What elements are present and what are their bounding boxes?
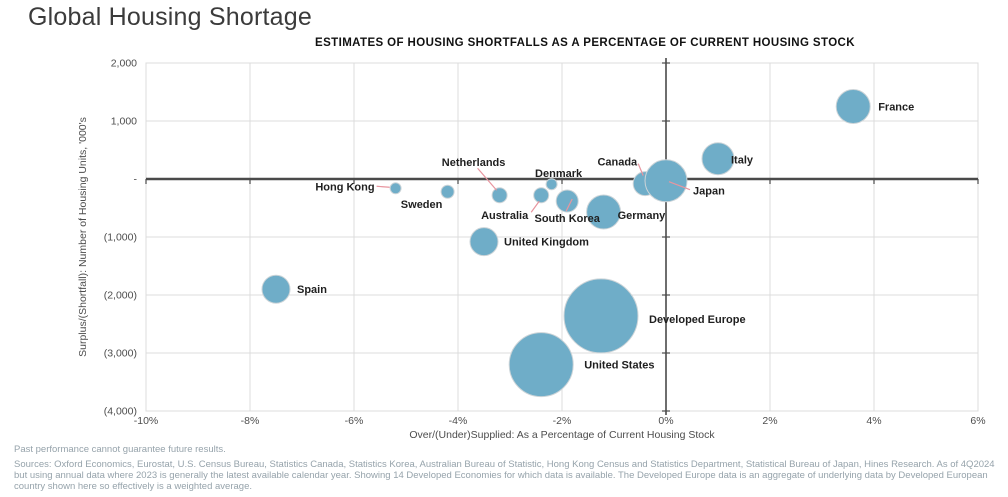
country-labels: Developed Europe United States Spain United… bbox=[297, 102, 914, 372]
bubble-france bbox=[835, 89, 871, 124]
x-tick-label: -6% bbox=[345, 415, 364, 427]
bubble-series bbox=[261, 89, 871, 398]
y-tick-label: (4,000) bbox=[104, 406, 137, 418]
leader-australia bbox=[530, 200, 540, 213]
country-label-united-states: United States bbox=[584, 360, 654, 372]
footnote-sources: Sources: Oxford Economics, Eurostat, U.S… bbox=[14, 459, 995, 492]
x-tick-label: -8% bbox=[241, 415, 260, 427]
country-label-hong-kong: Hong Kong bbox=[315, 181, 374, 193]
page-title: Global Housing Shortage bbox=[28, 3, 312, 31]
x-tick-label: 6% bbox=[970, 415, 985, 427]
bubble-denmark bbox=[545, 178, 558, 191]
bubble-spain bbox=[261, 274, 291, 304]
x-axis-title: Over/(Under)Supplied: As a Percentage of… bbox=[409, 429, 715, 441]
leader-canada bbox=[637, 163, 644, 176]
country-label-france: France bbox=[878, 102, 914, 114]
country-label-developed-europe: Developed Europe bbox=[649, 314, 746, 326]
x-tick-label: 4% bbox=[866, 415, 881, 427]
zero-axes bbox=[145, 58, 979, 415]
x-tick-labels: -10% -8% -6% -4% -2% 0% 2% 4% 6% bbox=[134, 415, 986, 427]
bubble-hong-kong bbox=[389, 182, 402, 195]
gridlines bbox=[145, 62, 979, 412]
y-axis-title: Surplus/(Shortfall): Number of Housing U… bbox=[77, 117, 89, 357]
country-label-denmark: Denmark bbox=[535, 168, 583, 180]
x-tick-label: 0% bbox=[658, 415, 673, 427]
footnote-disclaimer: Past performance cannot guarantee future… bbox=[14, 444, 226, 455]
bubble-sweden bbox=[440, 184, 455, 199]
leader-lines bbox=[376, 163, 691, 213]
bubble-australia bbox=[533, 187, 550, 204]
country-label-south-korea: South Korea bbox=[534, 213, 600, 225]
bubble-germany bbox=[586, 194, 622, 230]
chart-subtitle: ESTIMATES OF HOUSING SHORTFALLS AS A PER… bbox=[315, 37, 855, 49]
bubble-south-korea bbox=[555, 189, 579, 213]
country-label-australia: Australia bbox=[481, 210, 529, 222]
x-tick-label: 2% bbox=[762, 415, 777, 427]
country-label-netherlands: Netherlands bbox=[442, 157, 506, 169]
bubble-netherlands bbox=[491, 187, 508, 204]
leader-hong-kong bbox=[376, 185, 390, 188]
y-tick-labels: 2,000 1,000 - (1,000) (2,000) (3,000) (4,000) bbox=[104, 58, 138, 418]
y-tick-label: 1,000 bbox=[111, 116, 137, 128]
leader-netherlands bbox=[477, 167, 498, 191]
y-tick-label: (1,000) bbox=[104, 232, 137, 244]
leader-south-korea bbox=[565, 198, 573, 212]
x-tick-label: -4% bbox=[449, 415, 468, 427]
country-label-germany: Germany bbox=[618, 210, 667, 222]
x-tick-label: -10% bbox=[134, 415, 159, 427]
plot-border bbox=[145, 62, 979, 412]
y-tick-label: 2,000 bbox=[111, 58, 137, 70]
y-tick-label: (2,000) bbox=[104, 290, 137, 302]
country-label-united-kingdom: United Kingdom bbox=[504, 237, 589, 249]
bubble-united-kingdom bbox=[469, 227, 499, 257]
country-label-canada: Canada bbox=[597, 157, 638, 169]
country-label-spain: Spain bbox=[297, 284, 327, 296]
bubble-japan bbox=[644, 159, 688, 203]
bubble-developed-europe bbox=[563, 278, 639, 354]
y-tick-label: (3,000) bbox=[104, 348, 137, 360]
country-label-sweden: Sweden bbox=[401, 199, 443, 211]
bubble-united-states bbox=[508, 332, 574, 398]
y-tick-label: - bbox=[134, 174, 138, 186]
country-label-japan: Japan bbox=[693, 186, 725, 198]
country-label-italy: Italy bbox=[731, 155, 754, 167]
leader-japan bbox=[668, 181, 691, 191]
bubble-italy bbox=[701, 142, 735, 176]
x-tick-label: -2% bbox=[553, 415, 572, 427]
